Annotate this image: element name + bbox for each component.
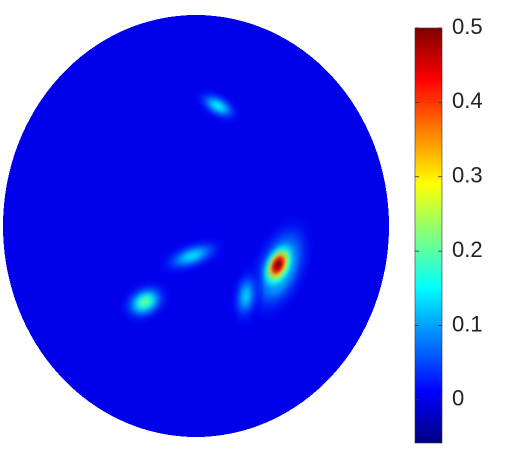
- colorbar-tick-label: 0.2: [452, 237, 483, 262]
- colorbar-tick-label: 0.1: [452, 311, 483, 336]
- colorbar-tick-label: 0.3: [452, 163, 483, 188]
- colorbar-tick-label: 0.4: [452, 88, 483, 113]
- colorbar-tick-label: 0.5: [452, 14, 483, 39]
- colorbar-tick-label: 0: [452, 386, 464, 411]
- field-disk: [3, 15, 389, 437]
- blob: [190, 85, 246, 127]
- blob: [152, 233, 232, 279]
- blob: [257, 236, 299, 294]
- blob: [116, 277, 174, 327]
- blob: [227, 260, 265, 332]
- colorbar: [414, 27, 443, 444]
